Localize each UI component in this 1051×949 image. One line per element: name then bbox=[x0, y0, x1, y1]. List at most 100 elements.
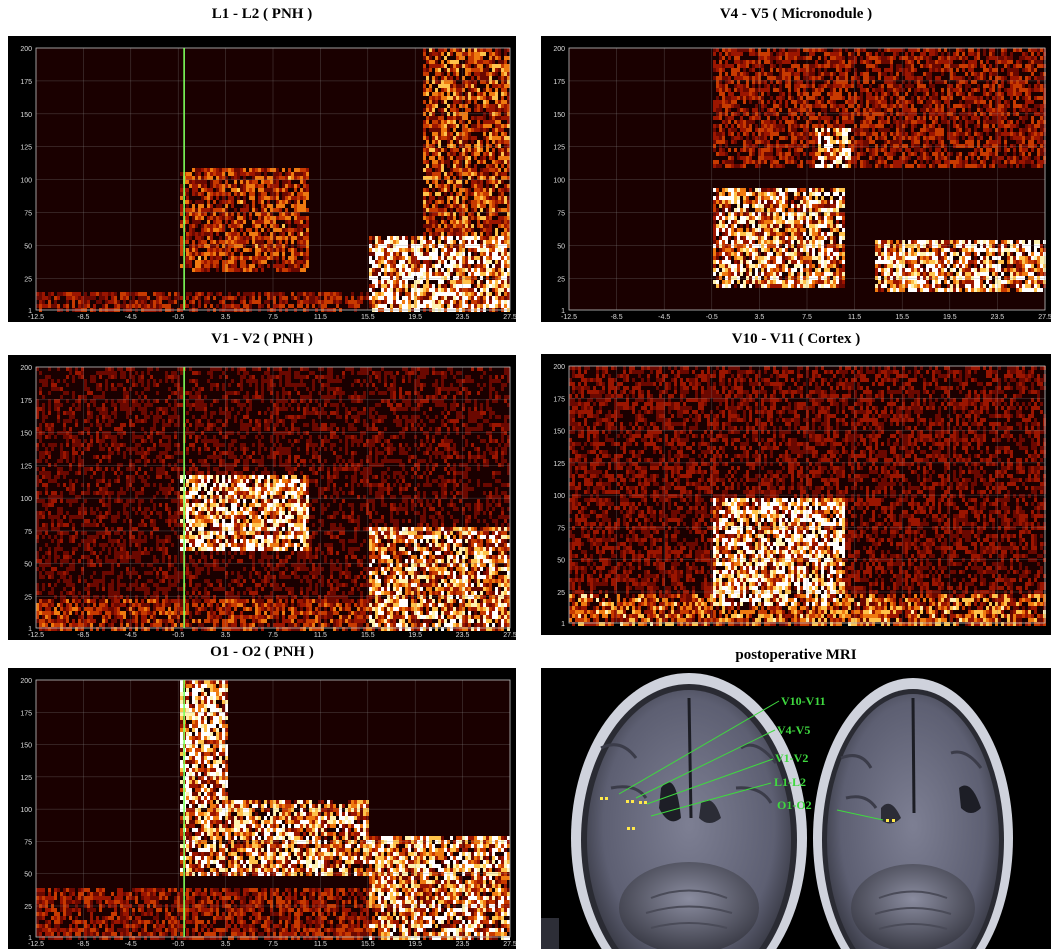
y-tick-label: 200 bbox=[20, 46, 32, 53]
x-tick-label: -0.5 bbox=[172, 941, 184, 948]
pointer-lines bbox=[618, 700, 884, 821]
y-tick-label: 200 bbox=[20, 365, 32, 372]
x-tick-label: -0.5 bbox=[172, 632, 184, 639]
x-tick-label: 11.5 bbox=[314, 632, 327, 639]
y-tick-label: 150 bbox=[20, 743, 32, 750]
x-tick-label: -0.5 bbox=[172, 314, 184, 321]
panel-title: V10 - V11 ( Cortex ) bbox=[541, 331, 1051, 348]
y-tick-label: 175 bbox=[20, 398, 32, 405]
mri-label-v10-v11: V10-V11 bbox=[781, 694, 826, 708]
electrode-contacts bbox=[600, 797, 895, 830]
x-tick-label: 7.5 bbox=[268, 941, 278, 948]
y-tick-label: 50 bbox=[557, 558, 565, 565]
spectrogram-plot: 1 25 50 75 100 125 150 175 200 -12.5 -8.5 -4.5 -0.5 3… bbox=[8, 668, 516, 949]
y-tick-label: 100 bbox=[20, 496, 32, 503]
x-tick-label: 15.5 bbox=[895, 314, 909, 321]
x-tick-label: 19.5 bbox=[408, 632, 422, 639]
y-tick-label: 200 bbox=[20, 678, 32, 685]
x-tick-label: 23.5 bbox=[456, 632, 470, 639]
x-tick-label: 7.5 bbox=[802, 314, 812, 321]
y-tick-label: 200 bbox=[553, 46, 565, 53]
x-tick-label: 7.5 bbox=[268, 632, 278, 639]
spectral-power bbox=[36, 367, 510, 631]
y-tick-label: 50 bbox=[24, 243, 32, 250]
panel-title: V1 - V2 ( PNH ) bbox=[8, 331, 516, 348]
x-tick-label: 27.5 bbox=[503, 314, 516, 321]
x-tick-label: -12.5 bbox=[561, 314, 577, 321]
mri-image: V10-V11 V4-V5 V1-V2 L1-L2 O1-O2 bbox=[541, 668, 1051, 949]
mri-label-o1-o2: O1-O2 bbox=[777, 798, 812, 812]
spectrogram-plot: 1 25 50 75 100 125 150 175 200 -12.5 -8.5 -4.5 -0.5 3… bbox=[8, 36, 516, 322]
mri-svg: V10-V11 V4-V5 V1-V2 L1-L2 O1-O2 bbox=[541, 673, 1013, 949]
mri-label-v4-v5: V4-V5 bbox=[777, 723, 810, 737]
y-tick-label: 50 bbox=[24, 872, 32, 879]
x-tick-label: 23.5 bbox=[456, 314, 470, 321]
spectrogram-plot: 1 25 50 75 100 125 150 175 200 -12.5 -8.5 -4.5 -0.5 3… bbox=[541, 36, 1051, 322]
x-tick-label: -8.5 bbox=[77, 314, 89, 321]
y-tick-label: 150 bbox=[553, 112, 565, 119]
y-tick-label: 1 bbox=[28, 308, 32, 315]
spectrogram-plot: 1 25 50 75 100 125 150 175 200 bbox=[541, 354, 1051, 635]
y-tick-label: 125 bbox=[553, 145, 565, 152]
y-tick-label: 125 bbox=[20, 463, 32, 470]
x-tick-label: 15.5 bbox=[361, 314, 375, 321]
x-tick-label: -8.5 bbox=[77, 632, 89, 639]
panel-v4-v5: V4 - V5 ( Micronodule ) 1 25 50 75 100 125 150… bbox=[541, 0, 1051, 322]
panel-title: V4 - V5 ( Micronodule ) bbox=[541, 6, 1051, 23]
y-tick-label: 1 bbox=[28, 626, 32, 633]
panel-title: O1 - O2 ( PNH ) bbox=[8, 644, 516, 661]
x-tick-label: 3.5 bbox=[221, 632, 231, 639]
y-tick-label: 75 bbox=[24, 839, 32, 846]
x-tick-label: -8.5 bbox=[77, 941, 89, 948]
y-tick-label: 25 bbox=[557, 276, 565, 283]
panel-o1-o2: O1 - O2 ( PNH ) 1 25 50 75 100 125 150 175 200 -1… bbox=[8, 640, 516, 949]
y-tick-label: 100 bbox=[553, 493, 565, 500]
y-tick-label: 25 bbox=[24, 595, 32, 602]
x-tick-label: 11.5 bbox=[314, 314, 327, 321]
y-tick-label: 1 bbox=[28, 935, 32, 942]
y-tick-label: 75 bbox=[24, 529, 32, 536]
y-tick-label: 150 bbox=[553, 429, 565, 436]
y-tick-label: 200 bbox=[553, 364, 565, 371]
y-tick-label: 125 bbox=[20, 775, 32, 782]
x-tick-label: -12.5 bbox=[28, 941, 44, 948]
x-tick-label: 3.5 bbox=[221, 941, 231, 948]
mri-title: postoperative MRI bbox=[541, 647, 1051, 664]
x-tick-label: 3.5 bbox=[755, 314, 765, 321]
x-tick-label: 27.5 bbox=[1038, 314, 1051, 321]
y-tick-label: 100 bbox=[553, 178, 565, 185]
y-tick-label: 150 bbox=[20, 112, 32, 119]
y-tick-label: 25 bbox=[24, 276, 32, 283]
y-tick-label: 75 bbox=[557, 211, 565, 218]
x-tick-label: -12.5 bbox=[28, 632, 44, 639]
y-tick-label: 175 bbox=[553, 79, 565, 86]
mri-slice-right bbox=[813, 678, 1013, 949]
x-tick-label: -4.5 bbox=[125, 632, 137, 639]
x-tick-label: -8.5 bbox=[611, 314, 623, 321]
y-tick-label: 100 bbox=[20, 807, 32, 814]
x-tick-label: 19.5 bbox=[408, 314, 422, 321]
y-tick-label: 125 bbox=[20, 145, 32, 152]
y-tick-label: 175 bbox=[20, 79, 32, 86]
x-tick-label: 19.5 bbox=[408, 941, 422, 948]
y-tick-label: 75 bbox=[24, 211, 32, 218]
y-tick-label: 50 bbox=[557, 243, 565, 250]
panel-v10-v11: V10 - V11 ( Cortex ) 1 25 50 75 100 125 150 175… bbox=[541, 327, 1051, 635]
x-tick-label: 11.5 bbox=[314, 941, 327, 948]
x-tick-label: 19.5 bbox=[943, 314, 957, 321]
x-tick-label: 7.5 bbox=[268, 314, 278, 321]
y-tick-label: 125 bbox=[553, 461, 565, 468]
y-tick-label: 150 bbox=[20, 431, 32, 438]
x-tick-label: -4.5 bbox=[125, 941, 137, 948]
spectrogram-plot: 1 25 50 75 100 125 150 175 200 -12.5 -8.5 -4.5 -0.5 3… bbox=[8, 355, 516, 640]
y-tick-label: 25 bbox=[557, 590, 565, 597]
x-tick-label: 23.5 bbox=[456, 941, 470, 948]
x-tick-label: 27.5 bbox=[503, 632, 516, 639]
x-tick-label: 11.5 bbox=[848, 314, 861, 321]
x-tick-label: 15.5 bbox=[361, 632, 375, 639]
x-tick-label: 27.5 bbox=[503, 941, 516, 948]
y-tick-label: 50 bbox=[24, 562, 32, 569]
